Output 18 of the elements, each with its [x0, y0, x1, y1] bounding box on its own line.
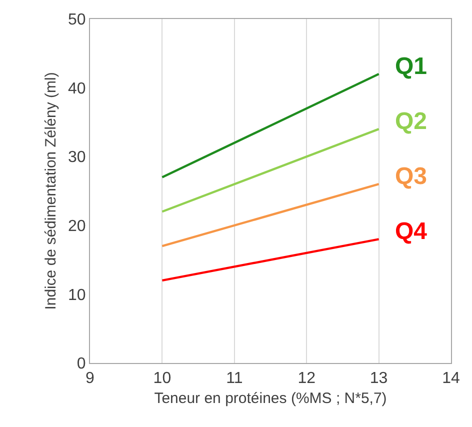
series-label: Q4 [395, 218, 428, 245]
x-tick-label: 12 [298, 370, 316, 388]
y-tick-label: 0 [76, 356, 86, 373]
y-tick-label: 10 [68, 286, 86, 304]
y-axis-title: Indice de sédimentation Zélény (ml) [42, 72, 60, 310]
y-tick-label: 20 [68, 218, 86, 235]
series-label: Q1 [395, 53, 428, 80]
x-tick-label: 11 [226, 370, 243, 388]
x-tick-label: 13 [370, 370, 388, 388]
series-label: Q2 [395, 108, 428, 135]
x-axis-title: Teneur en protéines (%MS ; N*5,7) [154, 390, 387, 408]
x-tick-label: 9 [86, 370, 95, 388]
y-tick-label: 50 [68, 12, 86, 29]
series-label: Q3 [395, 163, 428, 190]
x-tick-label: 14 [442, 370, 460, 388]
y-tick-label: 40 [68, 80, 86, 98]
x-tick-label: 10 [153, 370, 172, 388]
y-tick-label: 30 [68, 149, 86, 166]
